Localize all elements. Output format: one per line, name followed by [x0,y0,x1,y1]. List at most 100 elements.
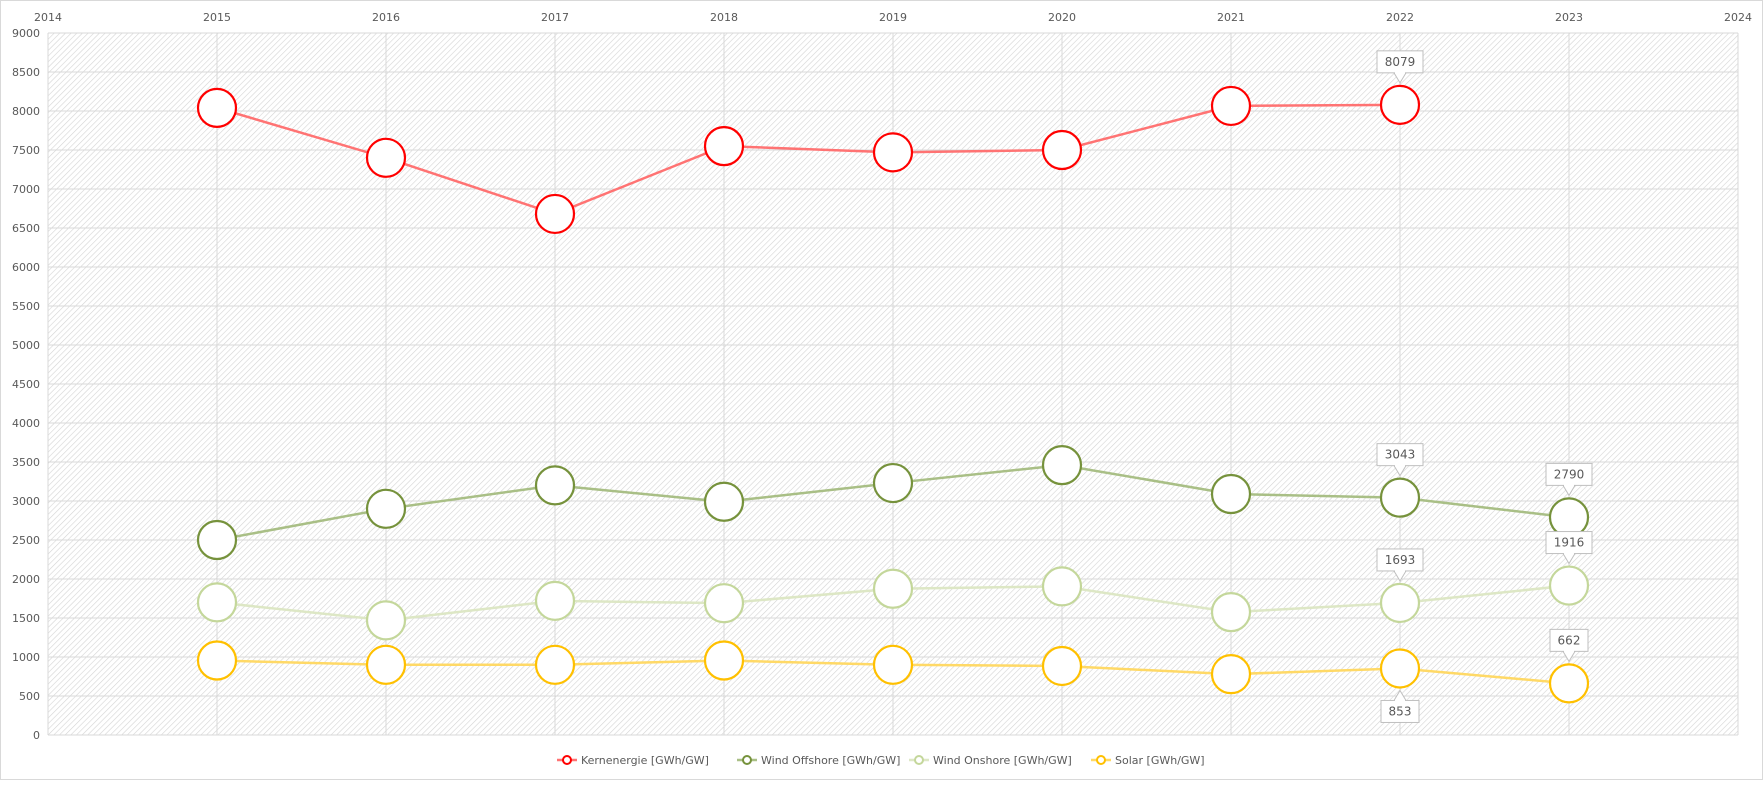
y-tick-label: 2500 [12,534,40,547]
legend-item[interactable]: Solar [GWh/GW] [1091,754,1205,767]
data-point [1548,565,1590,606]
data-point [1548,663,1590,704]
data-label: 1916 [1545,531,1593,565]
y-tick-label: 8000 [12,105,40,118]
data-point [1210,654,1252,695]
y-tick-label: 8500 [12,66,40,79]
label-joint [1395,568,1405,572]
data-point [196,519,238,561]
label-joint [1395,463,1405,467]
label-joint [1564,649,1574,653]
x-tick-label: 2024 [1724,11,1752,24]
data-label-text: 8079 [1385,55,1416,69]
data-point [1379,582,1421,624]
x-tick-label: 2016 [372,11,400,24]
data-point [196,582,238,623]
label-joint [1395,70,1405,74]
data-label-text: 662 [1558,633,1581,647]
legend: Kernenergie [GWh/GW] Wind Offshore [GWh/G… [557,754,1205,767]
legend-marker-icon [562,755,572,765]
legend-label: Wind Offshore [GWh/GW] [761,754,900,767]
data-point [872,644,914,685]
legend-label: Kernenergie [GWh/GW] [581,754,709,767]
legend-label: Wind Onshore [GWh/GW] [933,754,1072,767]
data-label: 662 [1549,628,1589,663]
data-point [703,640,745,681]
data-point [872,568,914,609]
y-tick-label: 1500 [12,612,40,625]
data-point [534,644,576,685]
data-point [1041,645,1083,687]
data-label-text: 3043 [1385,448,1416,462]
data-point [872,132,914,173]
legend-label: Solar [GWh/GW] [1115,754,1205,767]
series-group [196,84,1590,704]
y-tick-label: 500 [19,690,40,703]
y-tick-label: 5500 [12,300,40,313]
axes: 0 500 1000 1500 2000 2500 3000 3500 4000 4500 5000… [12,11,1752,742]
x-tick-label: 2014 [34,11,62,24]
data-labels: 8079 3043 2790 1693 1916 853 662 [1376,50,1593,723]
legend-item[interactable]: Wind Onshore [GWh/GW] [909,754,1072,767]
legend-marker-icon [914,755,924,765]
data-label: 2790 [1545,462,1593,497]
data-point [534,580,576,621]
y-tick-label: 9000 [12,27,40,40]
data-point [365,137,407,178]
y-tick-label: 2000 [12,573,40,586]
label-joint [1395,699,1405,703]
data-point [703,481,745,522]
data-point [196,87,238,128]
data-label-text: 1916 [1554,536,1585,550]
y-tick-label: 5000 [12,339,40,352]
data-point [703,126,745,167]
y-tick-label: 0 [33,729,40,742]
data-point [365,488,407,529]
data-point [534,465,576,506]
data-point [1210,85,1252,127]
gridlines [47,32,1739,736]
x-tick-label: 2023 [1555,11,1583,24]
data-label: 3043 [1376,443,1424,477]
x-tick-label: 2020 [1048,11,1076,24]
data-point [1379,84,1421,125]
x-tick-label: 2019 [879,11,907,24]
x-tick-label: 2018 [710,11,738,24]
data-label-text: 1693 [1385,553,1416,567]
series-wind-onshore [196,565,1590,641]
data-point [1041,129,1083,171]
y-tick-label: 4000 [12,417,40,430]
legend-marker-icon [1096,755,1106,765]
y-tick-label: 6500 [12,222,40,235]
legend-item[interactable]: Kernenergie [GWh/GW] [557,754,709,767]
y-tick-label: 4500 [12,378,40,391]
data-label-text: 2790 [1554,467,1585,481]
y-tick-label: 6000 [12,261,40,274]
y-tick-label: 3000 [12,495,40,508]
series-solar [196,640,1590,704]
series-line [216,103,1401,216]
legend-item[interactable]: Wind Offshore [GWh/GW] [737,754,900,767]
y-tick-label: 3500 [12,456,40,469]
data-point [1041,445,1083,486]
data-point [1379,477,1421,518]
data-point [534,193,576,235]
data-point [1548,497,1590,538]
data-point [365,644,407,685]
data-point [365,600,407,641]
data-point [196,640,238,681]
x-tick-label: 2015 [203,11,231,24]
data-point [1379,648,1421,689]
series-wind-offshore [196,445,1590,561]
x-tick-label: 2017 [541,11,569,24]
data-label: 853 [1380,689,1420,723]
legend-marker-icon [742,755,752,765]
y-tick-label: 1000 [12,651,40,664]
data-point [1210,592,1252,633]
x-tick-label: 2022 [1386,11,1414,24]
x-tick-label: 2021 [1217,11,1245,24]
data-label-text: 853 [1389,704,1412,718]
data-label: 8079 [1376,50,1424,84]
